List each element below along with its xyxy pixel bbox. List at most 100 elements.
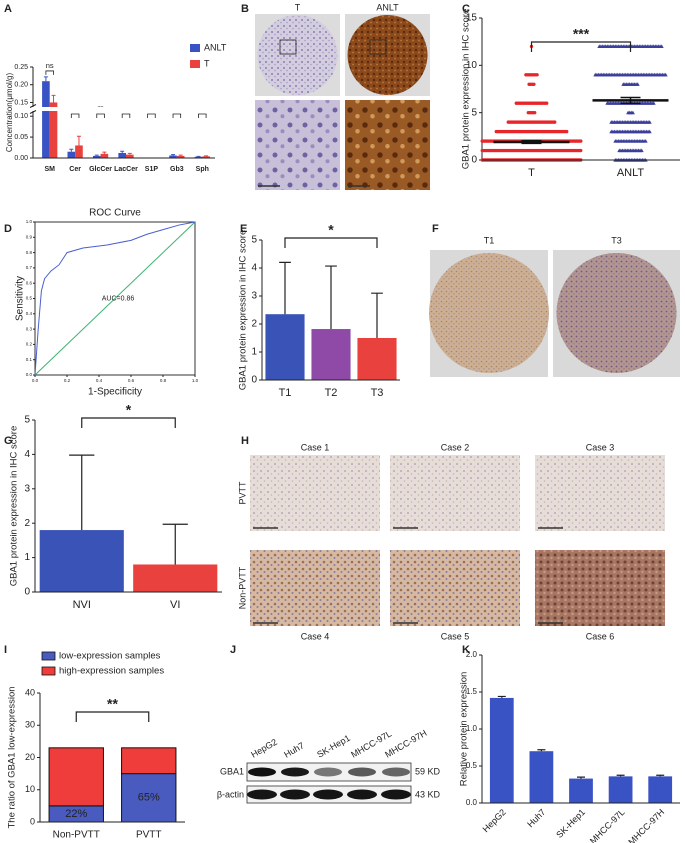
blot-band <box>381 789 411 800</box>
data-point <box>553 120 557 124</box>
error-bar <box>76 135 81 146</box>
blot-band <box>247 789 277 800</box>
bar <box>311 329 351 380</box>
reference-line <box>34 221 196 376</box>
x-tick-label: Cer <box>69 166 81 173</box>
y-tick-label: 0.9 <box>26 234 33 239</box>
x-tick-label: Gb3 <box>170 166 184 173</box>
annotation: AUC=0.86 <box>102 295 135 302</box>
error-bar <box>325 265 337 330</box>
panel-letter: G <box>4 435 13 447</box>
y-tick-label: 1.0 <box>466 724 478 733</box>
bar <box>92 155 101 158</box>
y-tick-label: 5 <box>24 415 30 426</box>
legend-swatch <box>41 666 56 676</box>
panel-letter: E <box>240 223 247 235</box>
data-point <box>545 101 549 105</box>
size-label: 43 KD <box>415 789 441 799</box>
y-tick-label: 0 <box>30 816 35 826</box>
data-point <box>643 139 648 143</box>
x-tick-label: T <box>528 167 535 179</box>
y-tick-label: 15 <box>466 13 478 24</box>
blot-band <box>281 767 309 777</box>
data-point <box>659 44 664 48</box>
tma-core <box>429 253 549 373</box>
y-tick-label: 2.0 <box>466 650 478 659</box>
error-bar <box>120 150 125 153</box>
y-tick-label: 0.3 <box>26 326 33 331</box>
y-tick-label: 0.0 <box>26 372 33 377</box>
y-tick-label: 30 <box>25 720 35 730</box>
x-tick-label: 0.4 <box>96 378 103 383</box>
y-tick-label: 0.00 <box>14 155 28 162</box>
roc-line <box>34 221 196 376</box>
x-tick-label: Non-PVTT <box>53 830 100 841</box>
legend-swatch <box>190 44 200 52</box>
sem-bar <box>620 96 641 104</box>
blot-band <box>382 767 410 777</box>
y-tick-label: 0.0 <box>466 798 478 807</box>
data-point <box>533 110 537 115</box>
significance-bracket <box>75 711 150 722</box>
cell-line-label: HepG2 <box>249 737 279 760</box>
y-axis-label: Concentration(μmol/g) <box>5 73 14 153</box>
legend-swatch <box>41 651 56 661</box>
y-tick-label: 0.4 <box>26 311 33 316</box>
x-tick-label: MHCC-97L <box>588 807 627 843</box>
data-point <box>639 148 644 153</box>
ihc-image <box>390 550 520 626</box>
axis-break <box>29 107 217 111</box>
panel-letter: I <box>4 644 7 656</box>
x-tick-label: VI <box>170 599 180 611</box>
tma-core <box>257 15 338 95</box>
bar <box>489 697 514 803</box>
x-tick-label: LacCer <box>114 166 138 173</box>
ihc-image <box>250 550 380 626</box>
y-tick-label: 40 <box>25 687 35 697</box>
panel-letter: F <box>432 223 439 235</box>
bar <box>118 152 126 158</box>
significance-bracket <box>147 113 156 118</box>
size-label: 59 KD <box>415 766 441 776</box>
error-bar <box>371 292 383 338</box>
error-bar <box>497 695 506 698</box>
legend-label: T <box>204 58 210 68</box>
bar <box>67 151 76 158</box>
y-tick-label: 0.7 <box>26 265 33 270</box>
data-point <box>565 129 569 134</box>
error-bar <box>43 76 48 82</box>
x-tick-label: 0.6 <box>128 378 135 383</box>
bar <box>126 154 134 158</box>
case-label: Case 2 <box>441 442 470 452</box>
error-bar <box>162 523 188 565</box>
significance-bracket <box>70 113 80 118</box>
legend-label: high-expression samples <box>59 666 164 677</box>
row-label: Non-PVTT <box>237 566 247 609</box>
bar <box>202 156 210 158</box>
error-bar <box>51 94 56 103</box>
y-tick-label: 0.10 <box>14 113 28 120</box>
bar <box>648 776 673 803</box>
data-point <box>532 82 536 86</box>
x-tick-label: T1 <box>279 387 292 399</box>
zoom-box <box>279 39 297 55</box>
bar <box>265 314 305 380</box>
error-bar <box>178 154 183 156</box>
case-label: Case 4 <box>301 631 330 641</box>
x-tick-label: 1.0 <box>192 378 199 383</box>
ihc-image <box>535 550 665 626</box>
x-tick-label: GlcCer <box>89 166 112 173</box>
significance-bracket <box>45 70 54 75</box>
x-axis-label: 1-Specificity <box>88 387 142 398</box>
y-tick-label: 2 <box>24 518 30 529</box>
panel-letter: D <box>4 223 12 235</box>
x-tick-label: 0.2 <box>64 378 71 383</box>
blot-band <box>248 767 276 777</box>
y-tick-label: 10 <box>466 60 478 71</box>
blot-band <box>314 767 342 777</box>
x-tick-label: SM <box>44 166 55 173</box>
zoom-image <box>255 100 340 190</box>
significance-label: * <box>126 402 132 418</box>
panel-letter: K <box>462 644 470 656</box>
